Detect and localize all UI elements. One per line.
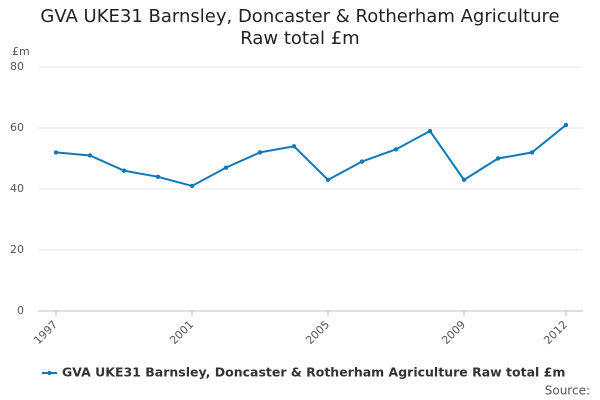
point	[359, 159, 365, 164]
x-tick-label: 1997	[31, 318, 60, 347]
y-tick-label: 60	[10, 121, 24, 134]
point	[495, 156, 501, 161]
point	[121, 168, 127, 173]
point	[87, 153, 93, 158]
point	[563, 122, 569, 128]
y-tick-label: 80	[10, 60, 24, 73]
legend-label: GVA UKE31 Barnsley, Doncaster & Rotherha…	[62, 365, 565, 380]
point	[53, 150, 59, 155]
y-tick-label: 20	[10, 243, 24, 256]
point	[291, 144, 297, 149]
point	[393, 147, 399, 152]
chart-title: GVA UKE31 Barnsley, Doncaster & Rotherha…	[40, 6, 560, 49]
line-series	[55, 124, 567, 188]
point	[325, 177, 331, 183]
x-tick-label: 2009	[439, 318, 468, 347]
x-tick-label: 2005	[303, 318, 332, 347]
point	[223, 165, 229, 170]
point	[529, 150, 535, 155]
point	[257, 150, 263, 155]
y-axis-label: £m	[12, 45, 30, 58]
point	[155, 174, 161, 179]
point	[461, 177, 467, 183]
source: Source:	[545, 384, 590, 398]
y-tick-label: 40	[10, 182, 24, 195]
x-tick-label: 2001	[167, 318, 196, 347]
x-tick-label: 2012	[541, 318, 570, 347]
point	[189, 183, 195, 189]
legend-marker	[47, 370, 52, 376]
point	[427, 128, 433, 134]
y-tick-label: 0	[17, 304, 24, 317]
